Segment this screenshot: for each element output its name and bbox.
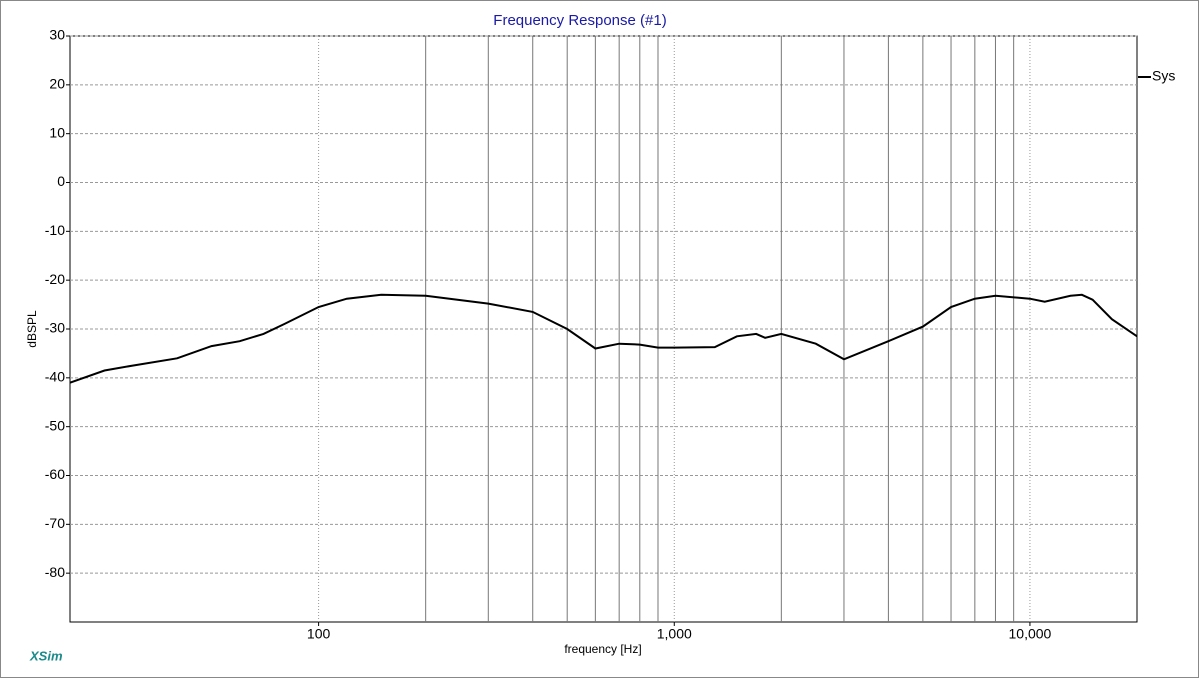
y-tick-label: 30	[49, 27, 65, 43]
series-line	[69, 293, 1138, 384]
legend-label: Sys	[1152, 68, 1175, 84]
watermark: XSim	[29, 648, 63, 663]
x-tick-label: 100	[307, 626, 331, 642]
y-tick-label: 10	[49, 124, 65, 140]
y-tick-label: 0	[57, 173, 65, 189]
x-tick-label: 1,000	[657, 626, 692, 642]
y-tick-label: -70	[45, 515, 65, 531]
x-tick-label: 10,000	[1009, 626, 1052, 642]
y-axis-label: dBSPL	[25, 310, 39, 348]
y-tick-label: -20	[45, 271, 65, 287]
chart-title: Frequency Response (#1)	[493, 12, 666, 29]
y-tick-label: -60	[45, 466, 65, 482]
y-tick-label: -10	[45, 222, 65, 238]
y-tick-label: -40	[45, 369, 65, 385]
y-tick-label: -80	[45, 564, 65, 580]
y-tick-label: -30	[45, 320, 65, 336]
x-axis-label: frequency [Hz]	[564, 642, 641, 656]
y-tick-label: -50	[45, 417, 65, 433]
y-tick-label: 20	[49, 76, 65, 92]
